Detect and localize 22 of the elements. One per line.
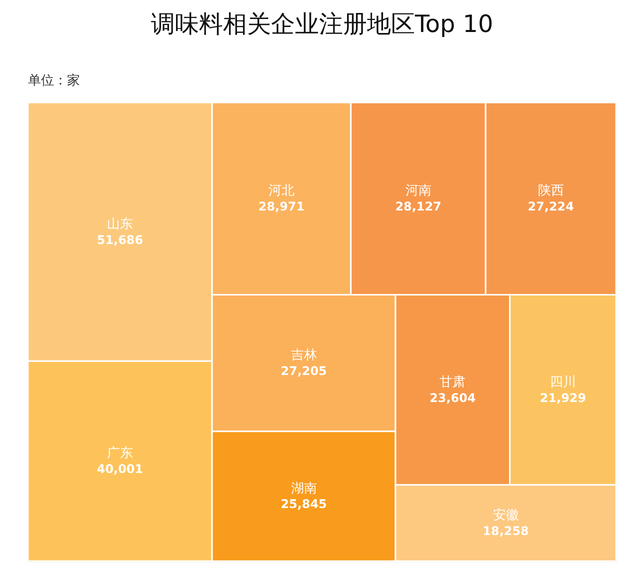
category-label: 河北 bbox=[268, 184, 294, 199]
category-label: 河南 bbox=[405, 184, 432, 199]
data-label: 23,604 bbox=[430, 390, 476, 405]
category-label: 四川 bbox=[550, 374, 576, 390]
category-label: 陕西 bbox=[538, 184, 564, 199]
text: 单位：家 bbox=[28, 72, 80, 89]
data-label: 40,001 bbox=[96, 462, 144, 476]
category-label: 广东 bbox=[106, 446, 133, 462]
category-label: 安徽 bbox=[492, 507, 519, 524]
category-label: 甘肃 bbox=[440, 374, 466, 390]
text: 调味料相关企业注册地区Top 10 bbox=[150, 10, 494, 38]
data-label: 21,929 bbox=[540, 390, 586, 405]
data-label: 18,258 bbox=[482, 524, 529, 538]
category-label: 山东 bbox=[106, 216, 133, 232]
category-label: 吉林 bbox=[290, 348, 317, 364]
data-label: 25,845 bbox=[280, 497, 327, 512]
data-label: 27,224 bbox=[528, 200, 574, 214]
category-label: 湖南 bbox=[290, 481, 317, 496]
data-label: 27,205 bbox=[280, 364, 327, 378]
data-label: 51,686 bbox=[96, 232, 144, 247]
data-label: 28,971 bbox=[258, 200, 305, 214]
data-label: 28,127 bbox=[395, 200, 442, 214]
